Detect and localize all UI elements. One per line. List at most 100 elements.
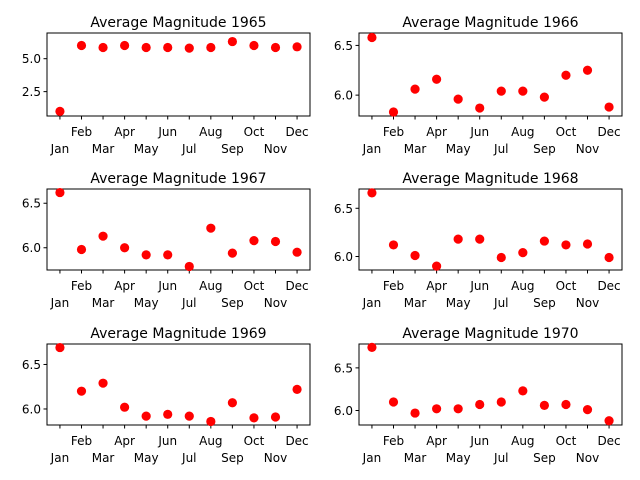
x-tick-label: Mar [404,142,427,156]
x-tick-label: Jul [181,142,196,156]
data-point [604,102,614,112]
x-tick-label: Oct [244,279,265,293]
x-tick-label: Nov [264,142,287,156]
x-tick-label: Jan [50,296,70,310]
x-tick-label: Jan [362,296,382,310]
data-point [561,240,571,250]
y-tick-label: 6.0 [334,250,353,264]
data-point [518,248,528,258]
data-point [227,36,237,47]
data-point [98,378,108,388]
data-point [453,404,463,414]
y-tick-label: 6.0 [22,402,41,416]
data-point [227,248,237,258]
data-point [76,244,87,255]
data-point [76,386,87,396]
x-tick-label: Jul [181,451,196,465]
x-tick-label: Dec [597,434,620,448]
x-tick-label: Sep [221,296,244,310]
data-point [184,411,194,421]
data-point [432,74,442,84]
x-tick-label: Feb [383,434,404,448]
data-point [410,250,420,261]
x-tick-label: Jun [469,279,489,293]
x-tick-label: Jul [493,296,508,310]
data-point [432,261,442,271]
x-tick-label: Feb [383,125,404,139]
x-tick-label: Mar [404,451,427,465]
data-point [292,247,302,257]
subplot-title: Average Magnitude 1966 [402,15,578,31]
y-tick-label: 6.5 [334,202,353,216]
data-point [388,240,399,250]
x-tick-label: May [134,296,159,310]
data-point [388,397,399,407]
y-tick-label: 6.0 [22,241,41,255]
x-tick-label: Sep [533,451,556,465]
data-point [496,397,506,407]
x-tick-label: Mar [404,296,427,310]
y-tick-label: 6.5 [22,197,41,211]
y-tick-label: 5.0 [22,52,41,66]
data-point [76,40,87,51]
data-point [561,70,571,80]
x-tick-label: Dec [285,279,308,293]
x-tick-label: Dec [285,125,308,139]
y-tick-label: 6.0 [334,89,353,103]
data-point [410,408,420,418]
x-tick-label: Oct [556,279,577,293]
x-tick-label: Aug [199,434,222,448]
x-tick-label: Jun [469,434,489,448]
subplot-title: Average Magnitude 1968 [402,171,578,187]
x-tick-label: Sep [533,142,556,156]
data-point [388,107,399,117]
y-tick-label: 6.0 [334,404,353,418]
x-tick-label: Apr [114,434,135,448]
x-tick-label: May [134,451,159,465]
data-point [184,261,194,272]
data-point [475,234,485,244]
data-point [367,32,377,43]
y-tick-label: 2.5 [22,85,41,99]
data-point [270,42,281,53]
subplot-title: Average Magnitude 1965 [90,15,266,31]
data-point [539,400,549,410]
x-tick-label: Jan [50,451,70,465]
x-tick-label: Jun [157,279,177,293]
x-tick-label: Feb [71,279,92,293]
x-tick-label: May [134,142,159,156]
data-point [120,40,130,51]
data-point [55,187,65,198]
data-point [292,384,302,394]
y-tick-label: 6.5 [334,39,353,53]
x-tick-label: Dec [597,279,620,293]
data-point [518,86,528,96]
x-tick-label: Dec [597,125,620,139]
x-tick-label: Jul [181,296,196,310]
data-point [453,94,463,104]
data-point [475,103,485,113]
x-tick-label: Feb [383,279,404,293]
x-tick-label: Jan [362,451,382,465]
x-tick-label: Feb [71,434,92,448]
data-point [292,42,302,52]
x-tick-label: Jan [362,142,382,156]
data-point [582,239,593,249]
x-tick-label: Sep [221,142,244,156]
x-tick-label: Nov [264,296,287,310]
data-point [518,386,528,396]
data-point [539,92,549,102]
data-point [496,86,506,96]
data-point [184,43,194,53]
x-tick-label: Aug [511,125,534,139]
axes-frame [358,188,623,271]
x-tick-label: May [446,296,471,310]
data-point [249,236,259,246]
data-point [561,399,571,410]
data-point [249,413,259,423]
subplot-title: Average Magnitude 1969 [90,326,266,342]
